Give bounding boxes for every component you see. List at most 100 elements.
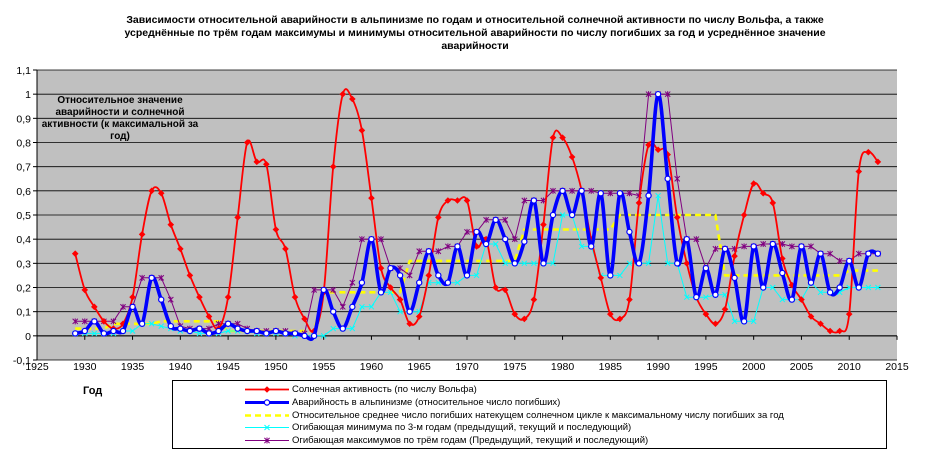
data-point	[196, 325, 203, 332]
data-point	[454, 279, 461, 286]
data-point	[568, 211, 576, 219]
y-tick-label: 0,3	[16, 258, 31, 270]
data-point	[157, 189, 165, 197]
data-point	[425, 272, 433, 279]
data-point	[320, 286, 327, 294]
data-point	[626, 190, 633, 197]
data-point	[148, 274, 155, 282]
data-point	[330, 286, 337, 293]
data-point	[740, 318, 748, 325]
data-point	[731, 318, 738, 325]
data-point	[120, 303, 126, 310]
data-point	[72, 318, 79, 325]
series-line	[75, 213, 878, 333]
data-point	[807, 279, 815, 286]
data-point	[511, 310, 519, 318]
legend-symbol-cycle-average	[245, 414, 289, 417]
x-tick-label: 1965	[408, 361, 432, 373]
data-point	[177, 325, 184, 332]
data-point	[836, 284, 843, 291]
data-point	[110, 327, 117, 335]
y-tick-label: 0,2	[16, 283, 31, 295]
data-point	[549, 134, 557, 141]
data-point	[502, 235, 509, 243]
data-point	[540, 260, 547, 267]
data-point	[482, 240, 490, 248]
data-point	[674, 175, 681, 182]
data-point	[396, 272, 404, 279]
data-point	[158, 323, 165, 330]
data-point	[683, 260, 691, 267]
legend-item: Солнечная активность (по числу Вольфа)	[173, 383, 886, 396]
data-point	[817, 289, 824, 296]
series-group	[71, 88, 882, 342]
x-tick-label: 2015	[885, 361, 909, 373]
data-point	[836, 257, 843, 264]
data-point	[578, 187, 585, 195]
data-point	[827, 250, 834, 257]
data-point	[550, 260, 556, 267]
data-point	[358, 127, 366, 134]
data-point	[139, 274, 146, 281]
data-point	[349, 95, 356, 103]
data-point	[750, 318, 757, 325]
data-point	[654, 90, 662, 98]
data-point	[874, 250, 882, 257]
data-point	[253, 158, 261, 166]
data-point	[196, 330, 203, 337]
data-point	[578, 243, 585, 250]
tick-labels: -0,1 0 0,1 0,2 0,3 0,4 0,5 0,6 0,7 0,8 0,9 1 1,1 1925…	[13, 65, 909, 373]
data-point	[760, 284, 767, 291]
data-point	[406, 320, 413, 328]
y-axis-label: Относительное значение аварийности и сол…	[41, 95, 199, 142]
data-point	[148, 187, 155, 195]
data-point	[683, 294, 690, 301]
x-tick-label: 1990	[646, 361, 670, 373]
data-point	[759, 189, 767, 197]
data-point	[167, 296, 174, 303]
data-point	[339, 303, 346, 310]
data-point	[559, 212, 566, 218]
series-accident-rate	[72, 90, 882, 342]
data-point	[320, 332, 327, 339]
data-point	[559, 134, 566, 141]
data-point	[444, 197, 452, 204]
y-tick-label: 1,1	[16, 65, 31, 77]
data-point	[263, 160, 270, 168]
data-point	[81, 286, 89, 294]
data-point	[521, 197, 528, 204]
data-point	[664, 175, 671, 182]
data-point	[779, 269, 786, 277]
y-tick-label: 0,1	[16, 307, 31, 319]
legend-label: Огибающая минимума по 3-м годам (предыду…	[292, 422, 632, 433]
data-point	[435, 214, 442, 221]
data-point	[158, 296, 165, 303]
data-point	[607, 310, 614, 318]
data-point	[712, 291, 719, 298]
legend-label: Относительное среднее число погибших нат…	[292, 410, 784, 421]
data-point	[483, 216, 490, 223]
data-point	[626, 296, 633, 303]
data-point	[444, 279, 452, 286]
y-tick-label: 0,4	[16, 234, 31, 246]
x-tick-label: 2010	[838, 361, 862, 373]
y-tick-label: 0	[25, 331, 31, 343]
axes	[33, 69, 898, 361]
legend-symbol-solar	[245, 386, 289, 393]
data-point	[186, 272, 194, 279]
data-point	[492, 216, 499, 224]
data-point	[349, 325, 356, 332]
data-point	[100, 318, 108, 325]
x-tick-label: 2000	[742, 361, 766, 373]
legend-item: Аварийность в альпинизме (относительное …	[173, 396, 886, 409]
y-tick-label: 0,6	[16, 186, 31, 198]
data-point	[415, 313, 423, 320]
data-point	[205, 330, 213, 337]
x-tick-label: 1980	[551, 361, 575, 373]
legend: Солнечная активность (по числу Вольфа) А…	[172, 380, 887, 449]
x-tick-label: 2005	[790, 361, 814, 373]
data-point	[464, 228, 470, 235]
data-point	[282, 330, 289, 337]
data-point	[855, 284, 862, 291]
data-point	[397, 308, 403, 315]
